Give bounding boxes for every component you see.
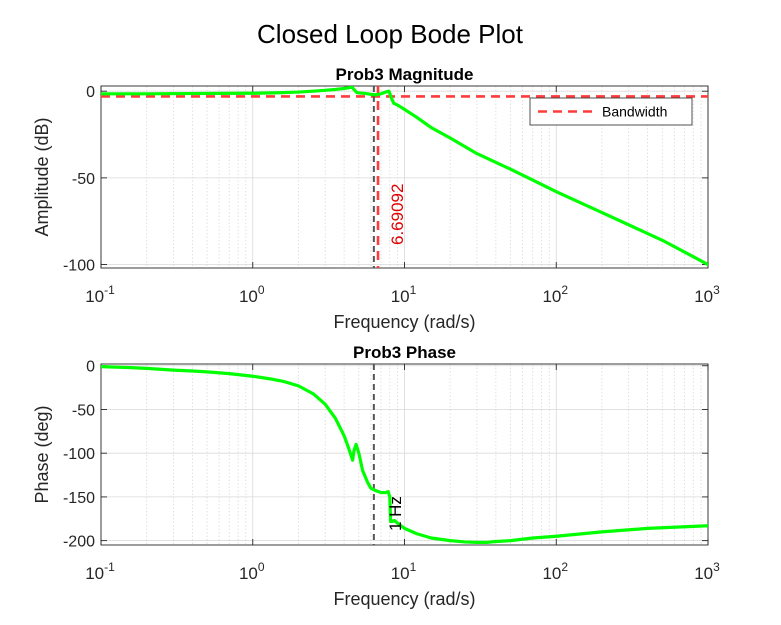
phase-series-line [101, 365, 708, 544]
magnitude-xlabel: Frequency (rad/s) [333, 312, 475, 332]
magnitude-axes: 10-1 100 101 102 103 0 -50 -100 Prob3 Magnitude F… [32, 65, 720, 332]
magnitude-data-layer [101, 86, 708, 268]
magnitude-ylabel: Amplitude (dB) [32, 117, 52, 236]
magnitude-x-tick-label: 102 [542, 283, 568, 306]
phase-x-tick-label: 100 [239, 560, 265, 583]
magnitude-grid [100, 86, 709, 268]
phase-axes: 10-1 100 101 102 103 0 -50 -100 -150 -200 Prob3 Ph… [32, 343, 720, 609]
magnitude-x-tick-label: 101 [391, 283, 417, 306]
phase-one-hz-label: 1 Hz [386, 496, 405, 531]
phase-x-tick-label: 101 [391, 560, 417, 583]
magnitude-x-tick-label: 100 [239, 283, 265, 306]
magnitude-legend-label: Bandwidth [602, 104, 667, 120]
phase-xlabel: Frequency (rad/s) [333, 589, 475, 609]
phase-y-tick-label: -150 [63, 490, 95, 507]
magnitude-legend: Bandwidth [529, 97, 693, 126]
magnitude-x-tick-label: 10-1 [85, 283, 115, 306]
phase-x-tick-label: 10-1 [85, 560, 115, 583]
magnitude-bandwidth-value-label: 6.69092 [388, 184, 407, 245]
phase-y-tick-label: -100 [63, 446, 95, 463]
magnitude-series-line [101, 86, 708, 267]
phase-y-tick-label: -50 [72, 402, 95, 419]
phase-y-tick-label: 0 [86, 359, 95, 376]
magnitude-title: Prob3 Magnitude [336, 65, 474, 84]
magnitude-y-tick-label: 0 [86, 84, 95, 101]
phase-x-tick-label: 103 [694, 560, 720, 583]
phase-ylabel: Phase (deg) [32, 405, 52, 503]
figure-suptitle: Closed Loop Bode Plot [257, 19, 524, 49]
phase-data-layer [101, 364, 708, 545]
magnitude-x-tick-label: 103 [694, 283, 720, 306]
magnitude-y-tick-label: -100 [63, 258, 95, 275]
phase-y-tick-label: -200 [63, 534, 95, 551]
phase-x-tick-label: 102 [542, 560, 568, 583]
phase-title: Prob3 Phase [353, 343, 456, 362]
magnitude-y-tick-label: -50 [72, 171, 95, 188]
